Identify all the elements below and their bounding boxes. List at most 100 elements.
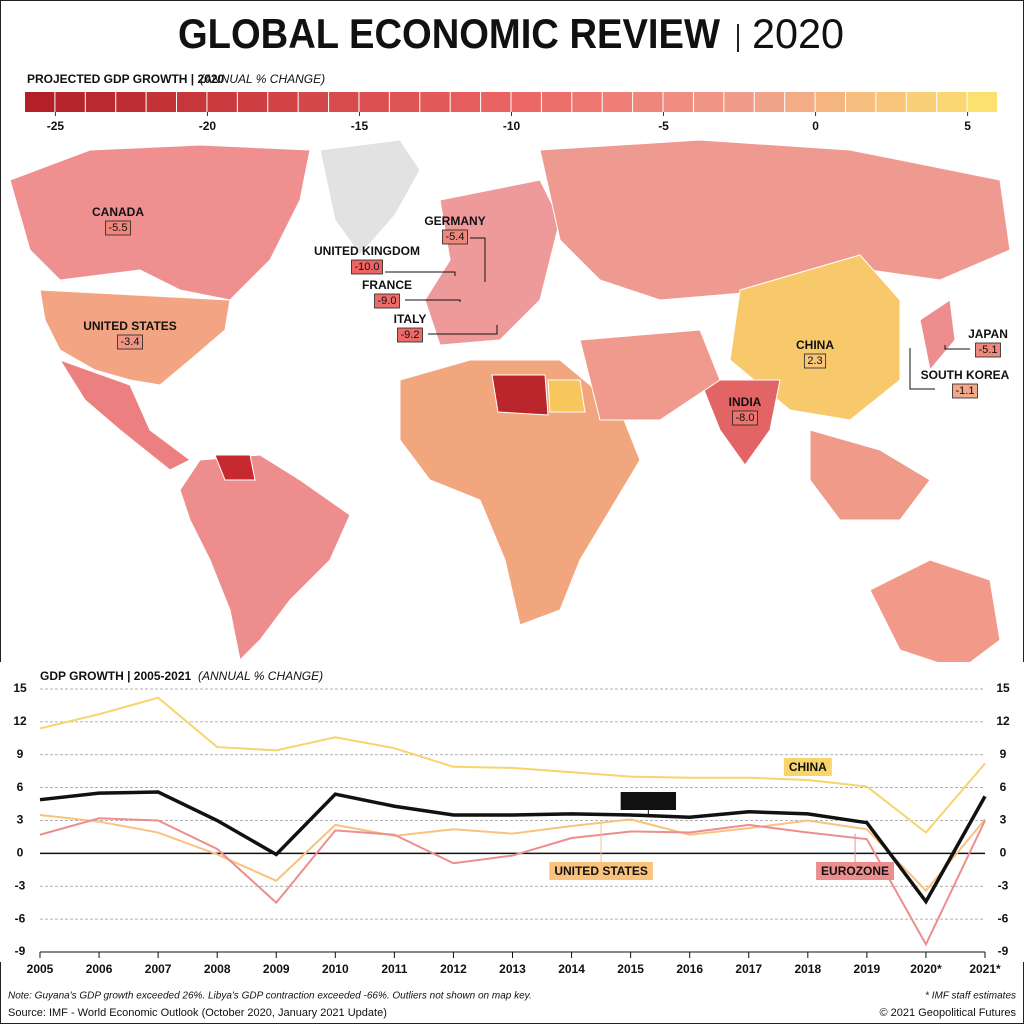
scale-swatch	[116, 92, 146, 112]
scale-swatch	[25, 92, 55, 112]
y-tick-label: 9	[17, 747, 24, 761]
country-name: CHINA	[796, 338, 834, 352]
color-scale: -25 -20 -15 -10 -5 0 5	[25, 92, 997, 133]
venezuela-shape	[214, 454, 256, 481]
leader-line	[944, 345, 970, 350]
series-label: CHINA	[789, 760, 827, 774]
scale-swatch	[876, 92, 906, 112]
scale-swatch	[845, 92, 876, 112]
series-line	[39, 814, 986, 893]
south-america-shape	[179, 454, 351, 662]
country-value-box	[952, 383, 978, 399]
scale-swatch	[906, 92, 937, 112]
x-tick-label: 2017	[735, 962, 762, 976]
mexico-shape	[58, 359, 191, 471]
country-value-box	[803, 353, 827, 369]
x-tick-label: 2009	[263, 962, 290, 976]
title: GLOBAL ECONOMIC REVIEW	[178, 10, 720, 57]
x-tick-label: 2019	[854, 962, 881, 976]
chart-bg	[0, 662, 1024, 962]
x-tick-label: 2006	[86, 962, 113, 976]
country-value-box	[397, 327, 423, 343]
scale-swatch	[967, 92, 997, 112]
chart-subtitle: (ANNUAL % CHANGE)	[198, 669, 323, 683]
scale-tick-label: -15	[351, 119, 369, 133]
china-shape	[729, 254, 901, 421]
country-value: -9.2	[401, 329, 420, 341]
y2-tick-label: -9	[998, 944, 1009, 958]
country-name: ITALY	[394, 312, 427, 326]
y-tick-label: -6	[15, 911, 26, 925]
country-value-box	[105, 220, 131, 236]
leader-line	[405, 299, 461, 302]
series-label-box	[549, 862, 653, 880]
series-label-box	[620, 792, 677, 810]
canada-shape	[9, 144, 311, 301]
country-name: UNITED STATES	[83, 319, 177, 333]
title-year: 2020	[752, 10, 844, 57]
russia-shape	[539, 139, 1011, 301]
x-tick-label: 2014	[558, 962, 585, 976]
y2-tick-label: -3	[998, 878, 1009, 892]
country-value: -1.1	[956, 385, 975, 397]
y-tick-label: -9	[15, 944, 26, 958]
scale-swatch	[663, 92, 693, 112]
y2-tick-label: 15	[996, 681, 1010, 695]
country-value: -8.0	[736, 412, 755, 424]
estimate-note: * IMF staff estimates	[925, 991, 1016, 1002]
scale-tick-label: -5	[658, 119, 669, 133]
series-label-box	[816, 862, 895, 880]
leader-line	[385, 271, 456, 276]
europe-shape	[424, 179, 561, 346]
map-subtitle: (ANNUAL % CHANGE)	[200, 72, 325, 86]
scale-tick-label: -25	[47, 119, 65, 133]
scale-tick-label: 5	[964, 119, 971, 133]
scale-swatch	[207, 92, 237, 112]
y2-tick-label: 9	[1000, 747, 1007, 761]
country-name: CANADA	[92, 205, 144, 219]
x-tick-label: 2005	[27, 962, 54, 976]
country-value-box	[975, 342, 1001, 358]
egypt-shape	[547, 379, 586, 413]
x-tick-label: 2008	[204, 962, 231, 976]
x-tick-label: 2020*	[910, 962, 942, 976]
series-line	[39, 696, 986, 834]
middle-east-shape	[579, 329, 721, 421]
map	[9, 139, 1011, 671]
x-tick-label: 2021*	[969, 962, 1001, 976]
x-tick-label: 2010	[322, 962, 349, 976]
scale-swatch	[237, 92, 268, 112]
country-name: INDIA	[729, 395, 762, 409]
y-tick-label: 0	[17, 846, 24, 860]
country-value: -10.0	[354, 261, 379, 273]
note: Note: Guyana's GDP growth exceeded 26%. …	[8, 991, 532, 1002]
series-label: EUROZONE	[821, 864, 889, 878]
series-label-box	[783, 758, 832, 776]
scale-swatch	[693, 92, 724, 112]
y-tick-label: 15	[13, 681, 27, 695]
scale-swatch	[420, 92, 450, 112]
source: Source: IMF - World Economic Outlook (Oc…	[8, 1007, 387, 1019]
scale-swatch	[359, 92, 389, 112]
scale-swatch	[724, 92, 754, 112]
series-line	[39, 817, 986, 947]
scale-swatch	[481, 92, 511, 112]
leader-line	[428, 325, 498, 335]
country-name: SOUTH KOREA	[921, 368, 1010, 382]
y2-tick-label: 12	[996, 714, 1010, 728]
country-value-box	[374, 293, 400, 309]
leader-line	[470, 237, 486, 282]
country-value-box	[442, 229, 468, 245]
x-tick-label: 2016	[676, 962, 703, 976]
scale-swatch	[298, 92, 329, 112]
country-value: -5.1	[979, 344, 998, 356]
se-asia-shape	[809, 429, 931, 521]
x-tick-label: 2011	[381, 962, 407, 976]
scale-swatch	[268, 92, 298, 112]
y2-tick-label: 3	[1000, 813, 1007, 827]
africa-shape	[399, 359, 641, 626]
country-value-box	[351, 259, 383, 275]
scale-swatch	[602, 92, 633, 112]
series-label: UNITED STATES	[554, 864, 648, 878]
